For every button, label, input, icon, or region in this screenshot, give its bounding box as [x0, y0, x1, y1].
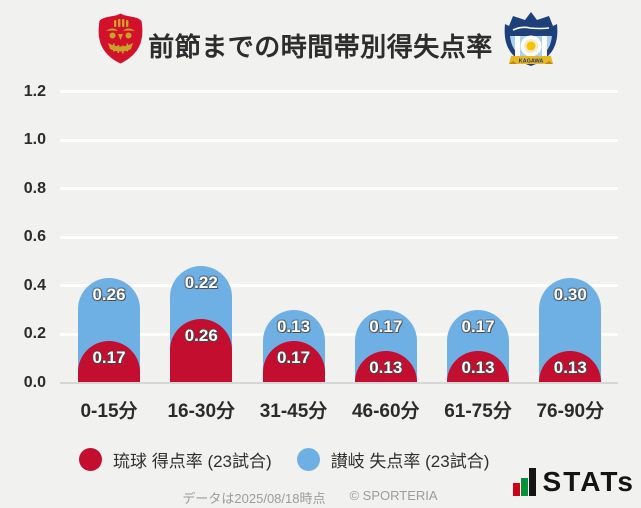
x-axis-tick-label: 16-30分	[167, 400, 236, 422]
y-axis-tick-label: 0.2	[23, 325, 46, 342]
bar-value-label: 0.26	[92, 285, 126, 305]
y-axis-tick-label: 0.0	[23, 373, 46, 391]
home-series-label: 琉球 得点率 (23試合)	[113, 452, 272, 471]
bar-0-15分-series-0	[78, 341, 140, 383]
x-axis-tick-label: 61-75分	[444, 400, 512, 422]
y-axis-tick-label: 0.6	[23, 228, 46, 245]
stats-icon-bar-red	[512, 483, 520, 496]
y-axis-tick-label: 0.4	[23, 276, 46, 294]
home-series-dot-icon	[79, 448, 102, 471]
bar-value-label: 0.17	[92, 348, 126, 368]
x-axis-tick-label: 76-90分	[536, 400, 605, 422]
y-axis-tick-label: 0.8	[23, 179, 46, 197]
legend-item-away: 讃岐 失点率 (23試合)	[296, 447, 490, 472]
gridline	[60, 90, 618, 93]
x-axis-tick-label: 31-45分	[259, 400, 328, 422]
bar-value-label: 0.22	[184, 273, 218, 293]
bar-value-label: 0.13	[553, 357, 587, 377]
home-team-logo-icon	[94, 12, 147, 70]
away-series-dot-icon	[296, 448, 320, 471]
x-axis-tick-label: 0-15分	[80, 400, 138, 422]
stats-icon-bar-black	[528, 468, 536, 496]
gridline	[60, 187, 618, 190]
x-axis-tick-label: 46-60分	[351, 400, 420, 422]
copyright: © SPORTERIA	[349, 488, 438, 503]
bar-value-label: 0.13	[369, 357, 403, 377]
gridline	[60, 138, 618, 142]
data-date-note: データは2025/08/18時点	[182, 491, 326, 506]
away-team-logo-icon: KAGAWA	[501, 10, 561, 77]
svg-text:KAGAWA: KAGAWA	[519, 59, 544, 65]
away-series-label: 讃岐 失点率 (23試合)	[330, 452, 490, 471]
stats-brand-logo: STATs	[512, 466, 635, 498]
y-axis-tick-label: 1.2	[23, 82, 46, 100]
bar-31-45分-series-0	[262, 341, 325, 383]
stats-brand-text: STATs	[542, 466, 635, 498]
bar-chart-icon	[512, 468, 536, 496]
page-title: 前節までの時間帯別得失点率	[148, 32, 493, 62]
gridline	[60, 284, 618, 287]
bar-value-label: 0.17	[461, 316, 495, 336]
gridline	[60, 235, 618, 239]
bar-value-label: 0.13	[461, 357, 495, 377]
x-axis-line	[60, 381, 618, 384]
y-axis-tick-label: 1.0	[23, 131, 46, 148]
legend-item-home: 琉球 得点率 (23試合)	[79, 447, 272, 472]
bar-16-30分-series-0	[170, 319, 233, 383]
bar-value-label: 0.17	[276, 348, 311, 368]
gridline	[60, 332, 618, 336]
stats-icon-bar-green	[520, 478, 528, 496]
bar-value-label: 0.17	[369, 316, 403, 336]
footer-note: データは2025/08/18時点 © SPORTERIA	[0, 488, 620, 507]
legend: 琉球 得点率 (23試合) 讃岐 失点率 (23試合)	[79, 447, 489, 472]
bar-value-label: 0.30	[553, 285, 587, 305]
bar-value-label: 0.26	[184, 326, 218, 346]
bar-value-label: 0.13	[276, 316, 311, 336]
